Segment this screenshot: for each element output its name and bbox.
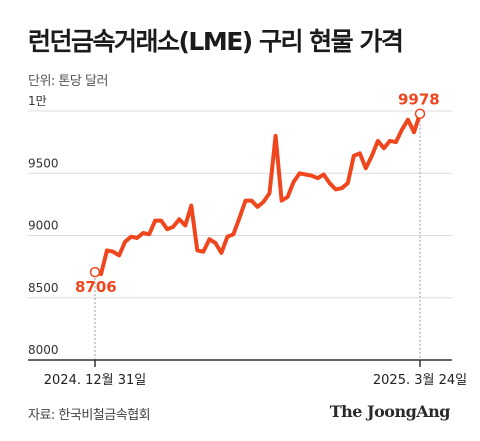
y-tick-label-8000: 8000 [28, 343, 59, 357]
unit-note: 단위: 톤당 달러 [28, 74, 108, 89]
end-point-marker [414, 108, 426, 119]
start-point-marker [89, 266, 101, 278]
value-guides [94, 119, 421, 367]
y-tick-label-9500: 9500 [28, 156, 59, 170]
grid-lines [28, 110, 452, 299]
endpoint-markers: 8706 9978 [75, 91, 440, 296]
end-value-label: 9978 [398, 91, 440, 109]
y-tick-label-10000: 1만 [28, 94, 47, 108]
start-value-label: 8706 [75, 278, 117, 296]
x-tick-labels: 2024. 12월 31일 2025. 3월 24일 [44, 373, 467, 388]
chart-title: 런던금속거래소(LME) 구리 현물 가격 [28, 27, 404, 56]
brand-logo: The JoongAng [329, 402, 451, 421]
y-tick-label-9000: 9000 [28, 219, 59, 233]
x-start-label: 2024. 12월 31일 [44, 373, 147, 388]
series-line [93, 111, 422, 277]
y-tick-label-8500: 8500 [28, 281, 59, 295]
source-note: 자료: 한국비철금속협회 [28, 408, 151, 423]
x-end-label: 2025. 3월 24일 [373, 373, 467, 388]
y-tick-labels: 8000 8500 9000 9500 1만 [28, 94, 59, 357]
